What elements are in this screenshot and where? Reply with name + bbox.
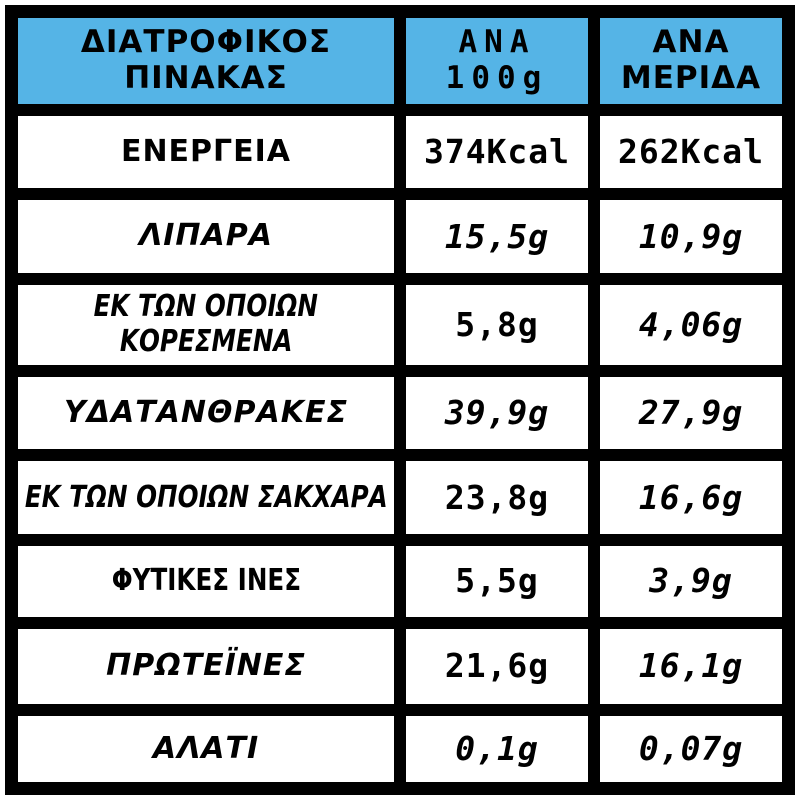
row-protein-per-serving-cell: 16,1g	[600, 628, 782, 704]
value-per-serving: 262Kcal	[617, 132, 765, 172]
nutrient-label: ΕΚ ΤΩΝ ΟΠΟΙΩΝ ΣΑΚΧΑΡΑ	[24, 479, 388, 515]
value-per-100g: 39,9g	[444, 393, 550, 433]
row-sugars-per-100g-cell: 23,8g	[406, 461, 588, 535]
nutrition-grid: ΔΙΑΤΡΟΦΙΚΟΣ ΠΙΝΑΚΑΣ ΑΝΑ 100g ΑΝΑ ΜΕΡΙΔΑ …	[18, 18, 782, 782]
row-fat-label-cell: ΛΙΠΑΡΑ	[18, 200, 394, 273]
row-salt-per-100g-cell: 0,1g	[406, 715, 588, 782]
header-per-serving-line2: ΜΕΡΙΔΑ	[620, 60, 762, 97]
header-cell-per-100g: ΑΝΑ 100g	[406, 18, 588, 105]
header-cell-per-serving: ΑΝΑ ΜΕΡΙΔΑ	[600, 18, 782, 105]
header-per-100g-line2: 100g	[445, 60, 549, 97]
row-fat-per-100g-cell: 15,5g	[406, 200, 588, 273]
value-per-serving: 16,6g	[638, 477, 744, 517]
value-per-serving: 4,06g	[638, 304, 744, 344]
nutrient-label-line1: ΕΚ ΤΩΝ ΟΠΟΙΩΝ	[93, 289, 319, 325]
value-per-100g: 23,8g	[444, 477, 550, 517]
row-carbohydrates-per-serving-cell: 27,9g	[600, 376, 782, 450]
value-per-100g: 5,8g	[455, 304, 539, 344]
row-protein-per-100g-cell: 21,6g	[406, 628, 588, 704]
value-per-serving: 27,9g	[638, 393, 744, 433]
row-sugars-label-cell: ΕΚ ΤΩΝ ΟΠΟΙΩΝ ΣΑΚΧΑΡΑ	[18, 461, 394, 535]
value-per-serving: 16,1g	[638, 646, 744, 686]
nutrition-table: ΔΙΑΤΡΟΦΙΚΟΣ ΠΙΝΑΚΑΣ ΑΝΑ 100g ΑΝΑ ΜΕΡΙΔΑ …	[5, 5, 795, 795]
row-salt-per-serving-cell: 0,07g	[600, 715, 782, 782]
nutrient-label: ΛΙΠΑΡΑ	[139, 218, 273, 254]
row-fibre-per-100g-cell: 5,5g	[406, 546, 588, 617]
nutrient-label-line2: ΚΟΡΕΣΜΕΝΑ	[119, 323, 293, 359]
row-fibre-per-serving-cell: 3,9g	[600, 546, 782, 617]
value-per-100g: 5,5g	[455, 561, 539, 601]
row-salt-label-cell: ΑΛΑΤΙ	[18, 715, 394, 782]
header-per-100g-line1: ΑΝΑ	[458, 24, 536, 61]
row-energy-per-100g-cell: 374Kcal	[406, 116, 588, 189]
value-per-100g: 374Kcal	[423, 132, 571, 172]
row-fat-per-serving-cell: 10,9g	[600, 200, 782, 273]
nutrient-label: ΠΡΩΤΕΪΝΕΣ	[106, 647, 306, 683]
nutrient-label: ΕΝΕΡΓΕΙΑ	[120, 134, 292, 170]
nutrient-label: ΦΥΤΙΚΕΣ ΙΝΕΣ	[111, 563, 301, 599]
row-carbohydrates-per-100g-cell: 39,9g	[406, 376, 588, 450]
value-per-serving: 3,9g	[649, 561, 733, 601]
value-per-100g: 0,1g	[455, 728, 539, 768]
value-per-100g: 15,5g	[444, 216, 550, 256]
row-carbohydrates-label-cell: ΥΔΑΤΑΝΘΡΑΚΕΣ	[18, 376, 394, 450]
row-protein-label-cell: ΠΡΩΤΕΪΝΕΣ	[18, 628, 394, 704]
row-energy-per-serving-cell: 262Kcal	[600, 116, 782, 189]
header-title-line1: ΔΙΑΤΡΟΦΙΚΟΣ	[80, 24, 332, 61]
row-saturates-label-cell: ΕΚ ΤΩΝ ΟΠΟΙΩΝ ΚΟΡΕΣΜΕΝΑ	[18, 284, 394, 365]
nutrient-label: ΥΔΑΤΑΝΘΡΑΚΕΣ	[64, 394, 348, 430]
value-per-serving: 0,07g	[638, 728, 744, 768]
value-per-100g: 21,6g	[444, 646, 550, 686]
header-per-serving-line1: ΑΝΑ	[652, 24, 730, 61]
header-cell-title: ΔΙΑΤΡΟΦΙΚΟΣ ΠΙΝΑΚΑΣ	[18, 18, 394, 105]
row-fibre-label-cell: ΦΥΤΙΚΕΣ ΙΝΕΣ	[18, 546, 394, 617]
row-saturates-per-100g-cell: 5,8g	[406, 284, 588, 365]
header-title-line2: ΠΙΝΑΚΑΣ	[124, 60, 288, 97]
row-energy-label-cell: ΕΝΕΡΓΕΙΑ	[18, 116, 394, 189]
nutrient-label: ΑΛΑΤΙ	[152, 730, 260, 766]
row-sugars-per-serving-cell: 16,6g	[600, 461, 782, 535]
row-saturates-per-serving-cell: 4,06g	[600, 284, 782, 365]
value-per-serving: 10,9g	[638, 216, 744, 256]
